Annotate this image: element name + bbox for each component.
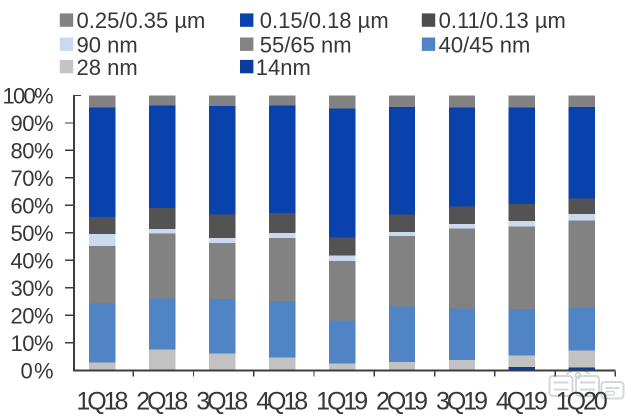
svg-text:0.11/0.13 µm: 0.11/0.13 µm xyxy=(439,8,566,33)
svg-text:30%: 30% xyxy=(11,276,54,301)
svg-text:50%: 50% xyxy=(11,221,54,246)
svg-text:0.15/0.18 µm: 0.15/0.18 µm xyxy=(260,8,389,33)
svg-text:100%: 100% xyxy=(3,84,54,109)
svg-text:40%: 40% xyxy=(11,249,54,274)
svg-text:0%: 0% xyxy=(21,358,54,383)
svg-text:90 nm: 90 nm xyxy=(77,32,138,57)
svg-text:1Q20: 1Q20 xyxy=(556,388,608,416)
svg-text:3Q18: 3Q18 xyxy=(196,388,248,416)
svg-text:55/65 nm: 55/65 nm xyxy=(260,32,352,57)
svg-text:2Q19: 2Q19 xyxy=(376,388,428,416)
svg-text:28 nm: 28 nm xyxy=(77,55,138,80)
svg-text:40/45 nm: 40/45 nm xyxy=(439,32,531,57)
svg-text:90%: 90% xyxy=(11,111,54,136)
svg-text:1Q19: 1Q19 xyxy=(316,388,368,416)
svg-text:4Q18: 4Q18 xyxy=(256,388,308,416)
svg-text:80%: 80% xyxy=(11,139,54,164)
svg-text:0.25/0.35 µm: 0.25/0.35 µm xyxy=(77,8,206,33)
svg-text:1Q18: 1Q18 xyxy=(76,388,128,416)
svg-text:60%: 60% xyxy=(11,194,54,219)
svg-text:70%: 70% xyxy=(11,166,54,191)
svg-text:10%: 10% xyxy=(11,331,54,356)
svg-text:2Q18: 2Q18 xyxy=(136,388,188,416)
svg-text:14nm: 14nm xyxy=(256,55,311,80)
svg-text:4Q19: 4Q19 xyxy=(496,388,548,416)
svg-text:20%: 20% xyxy=(11,304,54,329)
svg-text:3Q19: 3Q19 xyxy=(436,388,488,416)
